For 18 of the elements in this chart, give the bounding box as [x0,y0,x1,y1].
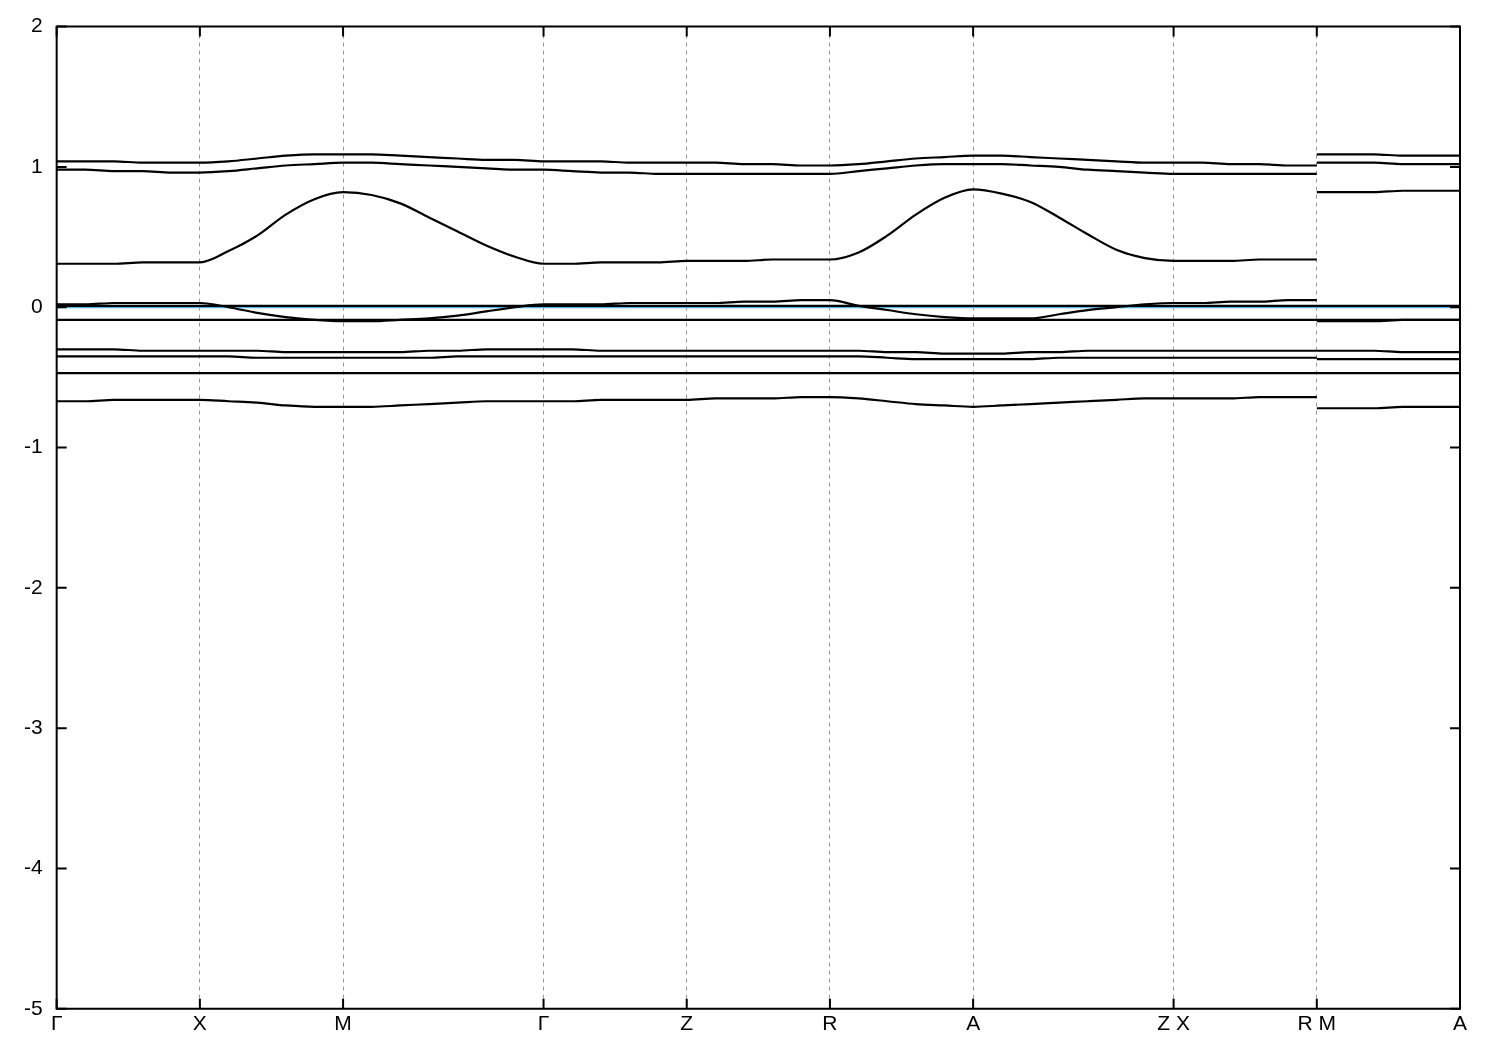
x-tick-label: Z [680,1011,694,1035]
y-tick-label: 2 [30,13,43,37]
x-tick-label: Γ [537,1011,550,1035]
y-tick-label: -3 [23,714,43,738]
x-tick-label: A [966,1011,981,1035]
y-tick-label: -2 [23,574,43,598]
y-tick-label: -5 [23,995,43,1019]
x-tick-label: M [334,1011,352,1035]
x-tick-label: Γ [50,1011,63,1035]
y-tick-label: 1 [30,153,43,177]
x-tick-label: A [1452,1011,1468,1035]
y-tick-label: -1 [23,434,43,458]
x-tick-label: Z X [1157,1011,1190,1035]
y-tick-label: -4 [23,855,43,879]
x-tick-label: X [192,1011,207,1035]
x-tick-label: R [822,1011,838,1035]
x-tick-label: R M [1297,1011,1337,1035]
y-tick-label: 0 [30,294,43,318]
